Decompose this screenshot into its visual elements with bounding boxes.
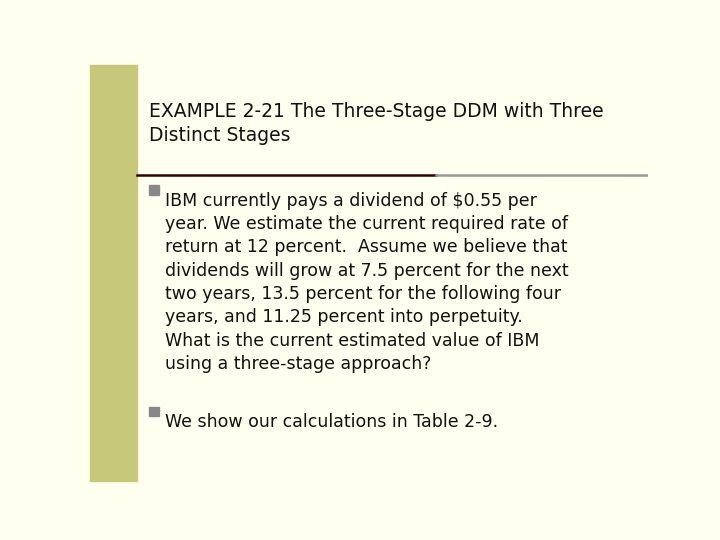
- Bar: [90, 65, 138, 481]
- Text: EXAMPLE 2-21 The Three-Stage DDM with Three
Distinct Stages: EXAMPLE 2-21 The Three-Stage DDM with Th…: [148, 102, 603, 145]
- Text: IBM currently pays a dividend of $0.55 per
year. We estimate the current require: IBM currently pays a dividend of $0.55 p…: [166, 192, 569, 373]
- Bar: [148, 407, 158, 416]
- Bar: [148, 185, 158, 194]
- Text: We show our calculations in Table 2-9.: We show our calculations in Table 2-9.: [166, 413, 498, 431]
